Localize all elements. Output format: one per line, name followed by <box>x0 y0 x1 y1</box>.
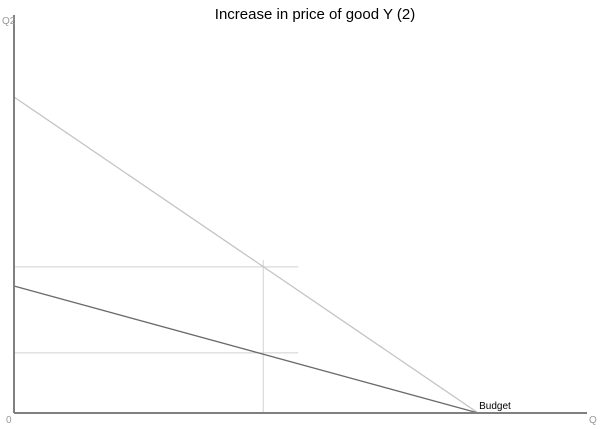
y-axis-label: Q2 <box>2 16 16 27</box>
series-lines <box>13 96 479 414</box>
chart-title: Increase in price of good Y (2) <box>215 6 415 23</box>
x-axis-label: Q <box>589 415 597 426</box>
budget-line-1 <box>13 285 479 414</box>
guide-lines <box>14 260 299 413</box>
budget-annotation: Budget <box>479 401 511 412</box>
budget-line-0 <box>13 96 479 414</box>
origin-label: 0 <box>6 415 12 426</box>
